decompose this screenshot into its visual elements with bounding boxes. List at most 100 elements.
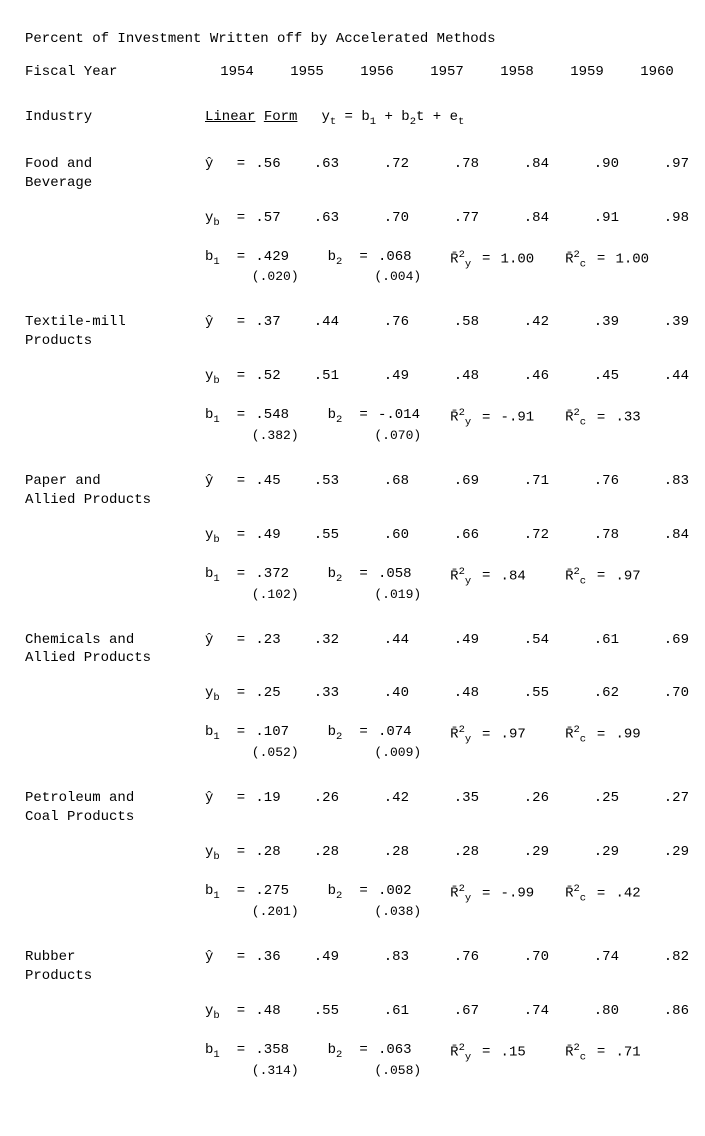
r2c-cell: R̄2c= .97 — [565, 565, 680, 589]
data-row: Rubber Productsŷ= .36.49.83.76.70.74.82 — [25, 948, 680, 986]
b1-cell: b1= .548 (.382) — [205, 406, 328, 446]
data-row: yb= .25.33.40.48.55.62.70 — [25, 684, 680, 705]
value-cell: .69 — [625, 631, 695, 650]
data-row: Food and Beverageŷ= .56.63.72.78.84.90.9… — [25, 155, 680, 193]
value-cell: .53 — [275, 472, 345, 491]
value-cell: .83 — [625, 472, 695, 491]
data-row: yb= .52.51.49.48.46.45.44 — [25, 367, 680, 388]
b1-cell: b1= .275 (.201) — [205, 882, 328, 922]
r2y-cell: R̄2y= -.99 — [450, 882, 565, 906]
b1-cell: b1= .429 (.020) — [205, 248, 328, 288]
value-cell: .70 — [485, 948, 555, 967]
data-row: Petroleum and Coal Productsŷ= .19.26.42.… — [25, 789, 680, 827]
data-row: yb= .28.28.28.28.29.29.29 — [25, 843, 680, 864]
industry-name: Chemicals and Allied Products — [25, 631, 205, 669]
value-cell: .48 — [415, 684, 485, 705]
value-cell: .49 — [345, 367, 415, 388]
r2y-cell: R̄2y= -.91 — [450, 406, 565, 430]
value-cell: .82 — [625, 948, 695, 967]
value-cell: .76 — [555, 472, 625, 491]
value-cell: .27 — [625, 789, 695, 808]
b2-cell: b2= .068 (.004) — [328, 248, 451, 288]
b1-cell: b1= .107 (.052) — [205, 723, 328, 763]
value-cell: .44 — [625, 367, 695, 388]
param-row: b1= .107 (.052)b2= .074 (.009)R̄2y= .97R… — [25, 723, 680, 763]
data-row: Textile-mill Productsŷ= .37.44.76.58.42.… — [25, 313, 680, 351]
b2-cell: b2= .074 (.009) — [328, 723, 451, 763]
param-row: b1= .548 (.382)b2= -.014 (.070)R̄2y= -.9… — [25, 406, 680, 446]
year-header: 1959 — [555, 63, 625, 82]
value-cell: .84 — [485, 155, 555, 174]
value-cell: .71 — [485, 472, 555, 491]
r2y-cell: R̄2y= .97 — [450, 723, 565, 747]
value-cell: .63 — [275, 155, 345, 174]
value-cell: .29 — [555, 843, 625, 864]
fiscal-year-row: Fiscal Year 1954195519561957195819591960 — [25, 63, 680, 82]
value-cell: .39 — [555, 313, 625, 332]
value-cell: .70 — [625, 684, 695, 705]
param-row: b1= .275 (.201)b2= .002 (.038)R̄2y= -.99… — [25, 882, 680, 922]
value-cell: .84 — [625, 526, 695, 547]
value-cell: .49 — [275, 948, 345, 967]
industry-name: Food and Beverage — [25, 155, 205, 193]
value-cell: .26 — [485, 789, 555, 808]
r2y-cell: R̄2y= .84 — [450, 565, 565, 589]
value-cell: .76 — [345, 313, 415, 332]
value-cell: .39 — [625, 313, 695, 332]
value-cell: .66 — [415, 526, 485, 547]
value-cell: yb= .25 — [205, 684, 275, 705]
b2-cell: b2= .063 (.058) — [328, 1041, 451, 1081]
fiscal-year-label: Fiscal Year — [25, 63, 205, 82]
value-cell: .42 — [345, 789, 415, 808]
industry-label: Industry — [25, 108, 205, 129]
value-cell: .28 — [345, 843, 415, 864]
value-cell: .33 — [275, 684, 345, 705]
data-row: yb= .49.55.60.66.72.78.84 — [25, 526, 680, 547]
r2y-cell: R̄2y= .15 — [450, 1041, 565, 1065]
industry-name: Textile-mill Products — [25, 313, 205, 351]
value-cell: ŷ= .36 — [205, 948, 275, 967]
value-cell: ŷ= .37 — [205, 313, 275, 332]
value-cell: .28 — [415, 843, 485, 864]
value-cell: .55 — [485, 684, 555, 705]
b2-cell: b2= .058 (.019) — [328, 565, 451, 605]
value-cell: yb= .52 — [205, 367, 275, 388]
value-cell: .58 — [415, 313, 485, 332]
value-cell: .51 — [275, 367, 345, 388]
value-cell: .54 — [485, 631, 555, 650]
value-cell: yb= .48 — [205, 1002, 275, 1023]
param-row: b1= .372 (.102)b2= .058 (.019)R̄2y= .84R… — [25, 565, 680, 605]
value-cell: .86 — [625, 1002, 695, 1023]
r2y-cell: R̄2y= 1.00 — [450, 248, 565, 272]
value-cell: .83 — [345, 948, 415, 967]
linear-label: Linear — [205, 108, 255, 127]
data-row: Chemicals and Allied Productsŷ= .23.32.4… — [25, 631, 680, 669]
b2-cell: b2= .002 (.038) — [328, 882, 451, 922]
value-cell: .46 — [485, 367, 555, 388]
value-cell: .63 — [275, 209, 345, 230]
industry-name: Paper and Allied Products — [25, 472, 205, 510]
param-row: b1= .429 (.020)b2= .068 (.004)R̄2y= 1.00… — [25, 248, 680, 288]
data-row: yb= .57.63.70.77.84.91.98 — [25, 209, 680, 230]
value-cell: .70 — [345, 209, 415, 230]
year-header: 1955 — [275, 63, 345, 82]
year-header: 1958 — [485, 63, 555, 82]
value-cell: .78 — [415, 155, 485, 174]
value-cell: .40 — [345, 684, 415, 705]
value-cell: .61 — [345, 1002, 415, 1023]
r2c-cell: R̄2c= .33 — [565, 406, 680, 430]
value-cell: .74 — [555, 948, 625, 967]
value-cell: .44 — [275, 313, 345, 332]
value-cell: .91 — [555, 209, 625, 230]
value-cell: .98 — [625, 209, 695, 230]
data-row: yb= .48.55.61.67.74.80.86 — [25, 1002, 680, 1023]
value-cell: .84 — [485, 209, 555, 230]
value-cell: .35 — [415, 789, 485, 808]
r2c-cell: R̄2c= .42 — [565, 882, 680, 906]
data-row: Paper and Allied Productsŷ= .45.53.68.69… — [25, 472, 680, 510]
value-cell: .97 — [625, 155, 695, 174]
value-cell: .55 — [275, 1002, 345, 1023]
year-header: 1960 — [625, 63, 695, 82]
value-cell: .61 — [555, 631, 625, 650]
value-cell: .62 — [555, 684, 625, 705]
